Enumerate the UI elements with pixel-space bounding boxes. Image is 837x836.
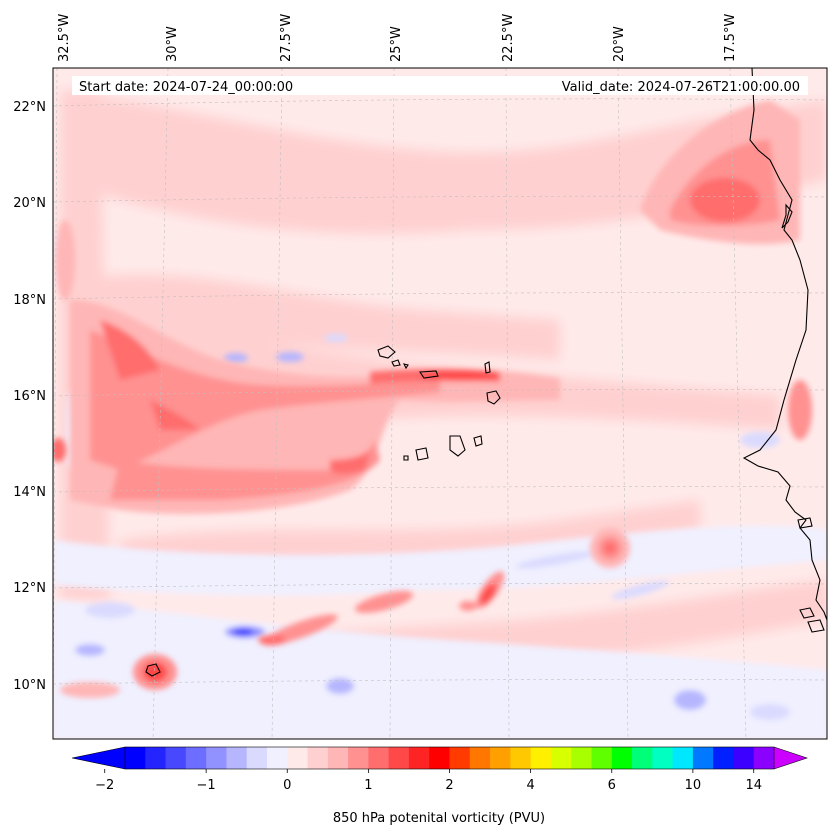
colorbar: −2 −1 0 1 2 4 6 10 14 850 hPa potenital vorticit… bbox=[71, 746, 808, 826]
graticule bbox=[53, 68, 827, 739]
pv-positive-band bbox=[70, 300, 560, 514]
lon-label: 20°W bbox=[612, 26, 627, 62]
pv-positive-south bbox=[53, 220, 812, 698]
colorbar-cell bbox=[632, 747, 653, 769]
valid-date-text: Valid_date: 2024-07-26T21:00:00.00 bbox=[562, 80, 800, 95]
colorbar-cell bbox=[185, 747, 207, 769]
colorbar-cell bbox=[145, 747, 166, 769]
map-border bbox=[52, 67, 828, 740]
colorbar-cell bbox=[368, 747, 390, 769]
lon-label: 25°W bbox=[389, 26, 404, 62]
pv-field bbox=[53, 68, 827, 739]
colorbar-cell bbox=[510, 747, 532, 769]
colorbar-cell bbox=[266, 747, 288, 769]
colorbar-cell bbox=[713, 747, 734, 769]
lat-label: 22°N bbox=[13, 100, 46, 115]
colorbar-cell bbox=[327, 747, 349, 769]
colorbar-cell bbox=[226, 747, 248, 769]
lat-label: 14°N bbox=[13, 485, 46, 500]
cabo-verde-islands bbox=[145, 345, 501, 677]
colorbar-cell bbox=[125, 747, 146, 769]
colorbar-tick-label: 14 bbox=[745, 778, 762, 793]
colorbar-cell bbox=[672, 747, 694, 769]
colorbar-tick-label: 6 bbox=[608, 778, 616, 793]
lat-label: 20°N bbox=[13, 196, 46, 211]
colorbar-cell bbox=[753, 747, 775, 769]
colorbar-tick-label: 2 bbox=[445, 778, 453, 793]
colorbar-cell bbox=[348, 747, 369, 769]
colorbar-tick-label: −2 bbox=[95, 778, 114, 793]
colorbar-cell bbox=[611, 747, 633, 769]
coastline bbox=[742, 68, 827, 633]
colorbar-cell bbox=[490, 747, 511, 769]
lat-label: 10°N bbox=[13, 678, 46, 693]
colorbar-cell bbox=[692, 747, 714, 769]
colorbar-cell bbox=[550, 747, 572, 769]
colorbar-cell bbox=[449, 747, 471, 769]
lat-label: 18°N bbox=[13, 293, 46, 308]
colorbar-cell bbox=[733, 747, 755, 769]
start-date-text: Start date: 2024-07-24_00:00:00 bbox=[79, 80, 293, 95]
colorbar-cell bbox=[469, 747, 491, 769]
colorbar-cell bbox=[591, 747, 613, 769]
header-box: Start date: 2024-07-24_00:00:00 Valid_da… bbox=[72, 76, 808, 95]
colorbar-cell bbox=[165, 747, 187, 769]
colorbar-cell bbox=[206, 747, 227, 769]
colorbar-tick-label: 1 bbox=[364, 778, 372, 793]
colorbar-cell bbox=[246, 747, 268, 769]
colorbar-cell bbox=[429, 747, 450, 769]
lon-label: 17.5°W bbox=[723, 14, 738, 62]
lon-label: 32.5°W bbox=[57, 14, 72, 62]
colorbar-extend-low bbox=[72, 747, 125, 769]
colorbar-tick-label: 0 bbox=[283, 778, 291, 793]
lat-label: 12°N bbox=[13, 581, 46, 596]
colorbar-cells bbox=[125, 747, 775, 769]
colorbar-cell bbox=[652, 747, 673, 769]
colorbar-cell bbox=[307, 747, 329, 769]
colorbar-cell bbox=[408, 747, 430, 769]
colorbar-cell bbox=[530, 747, 552, 769]
colorbar-cell bbox=[287, 747, 308, 769]
colorbar-tick-label: −1 bbox=[197, 778, 216, 793]
colorbar-ticks: −2 −1 0 1 2 4 6 10 14 bbox=[95, 769, 762, 793]
colorbar-tick-label: 10 bbox=[685, 778, 702, 793]
colorbar-extend-high bbox=[774, 747, 807, 769]
lat-label: 16°N bbox=[13, 389, 46, 404]
latitude-labels: 22°N 20°N 18°N 16°N 14°N 12°N 10°N bbox=[13, 100, 46, 693]
lon-label: 27.5°W bbox=[279, 14, 294, 62]
pv-positive-northeast bbox=[640, 100, 800, 245]
longitude-labels: 32.5°W 30°W 27.5°W 25°W 22.5°W 20°W 17.5… bbox=[57, 14, 738, 62]
colorbar-label: 850 hPa potenital vorticity (PVU) bbox=[333, 811, 545, 826]
lon-label: 30°W bbox=[165, 26, 180, 62]
colorbar-tick-label: 4 bbox=[526, 778, 534, 793]
colorbar-cell bbox=[388, 747, 410, 769]
pv-negative-regions bbox=[53, 230, 827, 739]
lon-label: 22.5°W bbox=[501, 14, 516, 62]
colorbar-cell bbox=[571, 747, 592, 769]
